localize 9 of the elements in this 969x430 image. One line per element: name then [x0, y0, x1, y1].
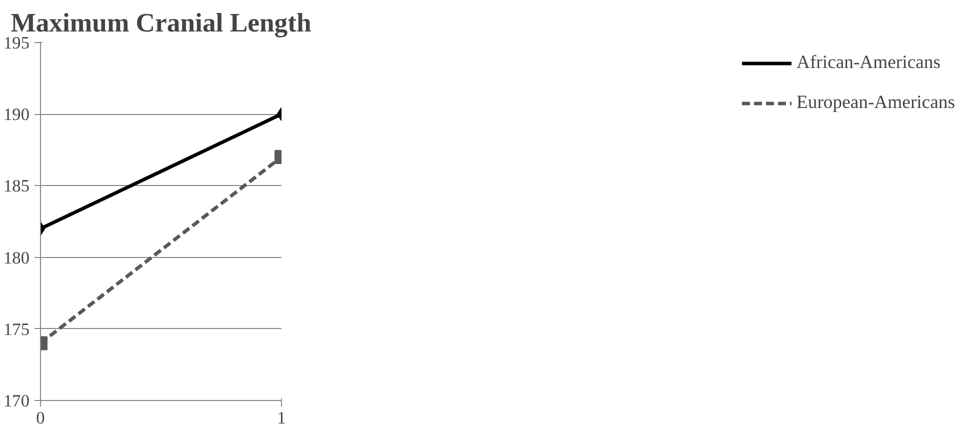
legend-label: African-Americans [796, 52, 940, 74]
x-tick-label: 0 [36, 408, 45, 428]
y-tick-label: 180 [4, 248, 30, 268]
legend-label: European-Americans [796, 92, 955, 114]
y-tick-label: 185 [4, 176, 30, 196]
y-tick-label: 190 [4, 105, 30, 124]
y-tick-label: 170 [4, 392, 30, 410]
x-tick-label: 1 [277, 408, 286, 428]
y-tick-label: 175 [4, 320, 30, 339]
